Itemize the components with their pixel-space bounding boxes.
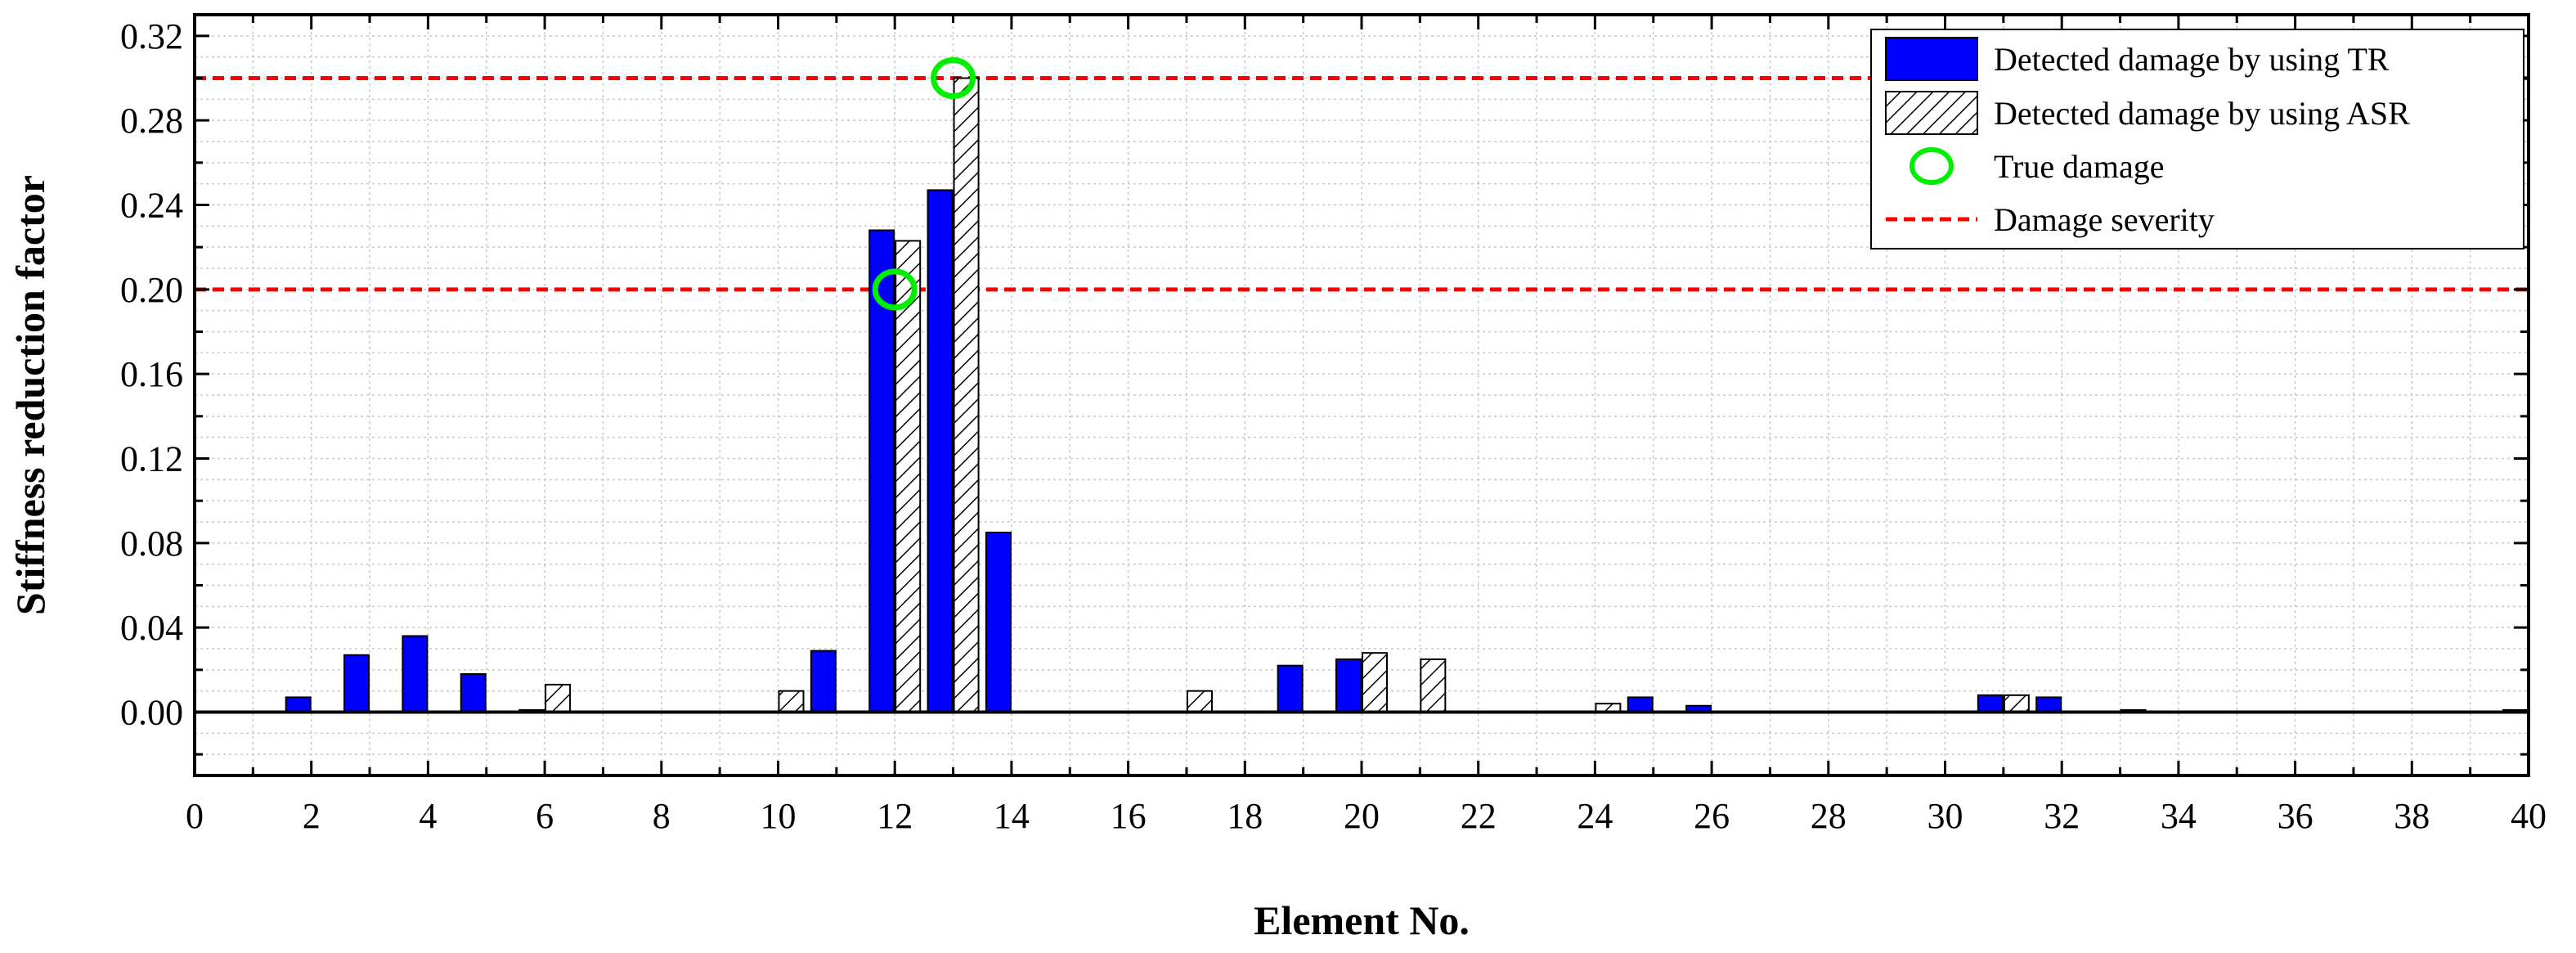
axes: 0 2 4 6 8 10 12 14 16 18 20 22 24 26 28 30 32 34 36 38 400.0… (120, 13, 2547, 836)
legend-label-tr: Detected damage by using TR (1994, 41, 2390, 78)
legend-item-true-damage: True damage (1910, 147, 2164, 185)
x-tick-label: 24 (1577, 796, 1613, 836)
x-tick-label: 4 (419, 796, 437, 836)
bar-tr (343, 654, 370, 713)
x-tick-label: 2 (303, 796, 321, 836)
bar-asr (895, 240, 922, 713)
y-tick-label: 0.32 (120, 16, 183, 56)
legend: Detected damage by using TR Detected dam… (1870, 29, 2524, 249)
y-tick-label: 0.20 (120, 270, 183, 310)
x-tick-label: 32 (2044, 796, 2080, 836)
legend-swatch-tr (1885, 37, 1978, 81)
x-axis-title: Element No. (1254, 897, 1470, 943)
legend-label-true-damage: True damage (1994, 148, 2164, 185)
legend-swatch-asr (1885, 91, 1978, 135)
x-tick-label: 6 (536, 796, 554, 836)
bar-tr (2035, 696, 2062, 713)
legend-item-asr: Detected damage by using ASR (1885, 91, 2410, 135)
x-tick-label: 14 (994, 796, 1030, 836)
legend-label-asr: Detected damage by using ASR (1994, 95, 2410, 132)
y-tick-label: 0.16 (120, 354, 183, 394)
x-tick-label: 28 (1811, 796, 1847, 836)
legend-box (1870, 29, 2524, 249)
bar-asr (1362, 652, 1388, 713)
x-tick-label: 20 (1344, 796, 1380, 836)
bar-tr (402, 635, 429, 713)
bar-asr (2003, 694, 2030, 713)
bar-tr (1627, 696, 1654, 713)
x-tick-label: 22 (1461, 796, 1497, 836)
x-tick-label: 18 (1227, 796, 1263, 836)
bar-asr (1186, 690, 1213, 713)
true-damage-marker (931, 57, 976, 99)
bar-tr (1335, 658, 1362, 713)
x-tick-label: 40 (2511, 796, 2547, 836)
bar-tr (1977, 694, 2004, 713)
y-tick-label: 0.00 (120, 693, 183, 733)
bar-tr (285, 696, 312, 713)
bar-tr (810, 650, 837, 713)
bar-asr (545, 683, 572, 713)
legend-item-tr: Detected damage by using TR (1885, 37, 2390, 81)
x-tick-label: 0 (186, 796, 204, 836)
x-tick-label: 36 (2278, 796, 2313, 836)
bar-tr (927, 189, 954, 713)
bar-asr (1420, 658, 1447, 713)
legend-swatch-true-damage (1910, 147, 1954, 185)
x-tick-label: 34 (2161, 796, 2197, 836)
legend-item-damage-severity: Damage severity (1886, 201, 2215, 238)
x-tick-label: 10 (761, 796, 797, 836)
y-axis-title: Stiffness reduction factor (7, 175, 53, 615)
bar-tr (985, 531, 1012, 713)
bar-asr (953, 77, 980, 713)
legend-label-damage-severity: Damage severity (1994, 201, 2215, 238)
bar-asr (778, 690, 805, 713)
x-tick-label: 16 (1111, 796, 1147, 836)
bar-tr (460, 673, 487, 713)
true-damage-marker (872, 268, 918, 311)
x-tick-label: 38 (2394, 796, 2430, 836)
x-tick-label: 12 (877, 796, 913, 836)
y-tick-label: 0.28 (120, 101, 183, 141)
y-tick-label: 0.04 (120, 608, 183, 648)
x-tick-label: 8 (653, 796, 671, 836)
y-tick-label: 0.12 (120, 439, 183, 479)
bars (195, 77, 2529, 714)
true-damage-markers (872, 57, 976, 311)
x-tick-label: 30 (1928, 796, 1963, 836)
x-tick-label: 26 (1694, 796, 1730, 836)
y-tick-label: 0.08 (120, 524, 183, 564)
y-tick-label: 0.24 (120, 186, 183, 226)
bar-tr (1277, 664, 1304, 713)
